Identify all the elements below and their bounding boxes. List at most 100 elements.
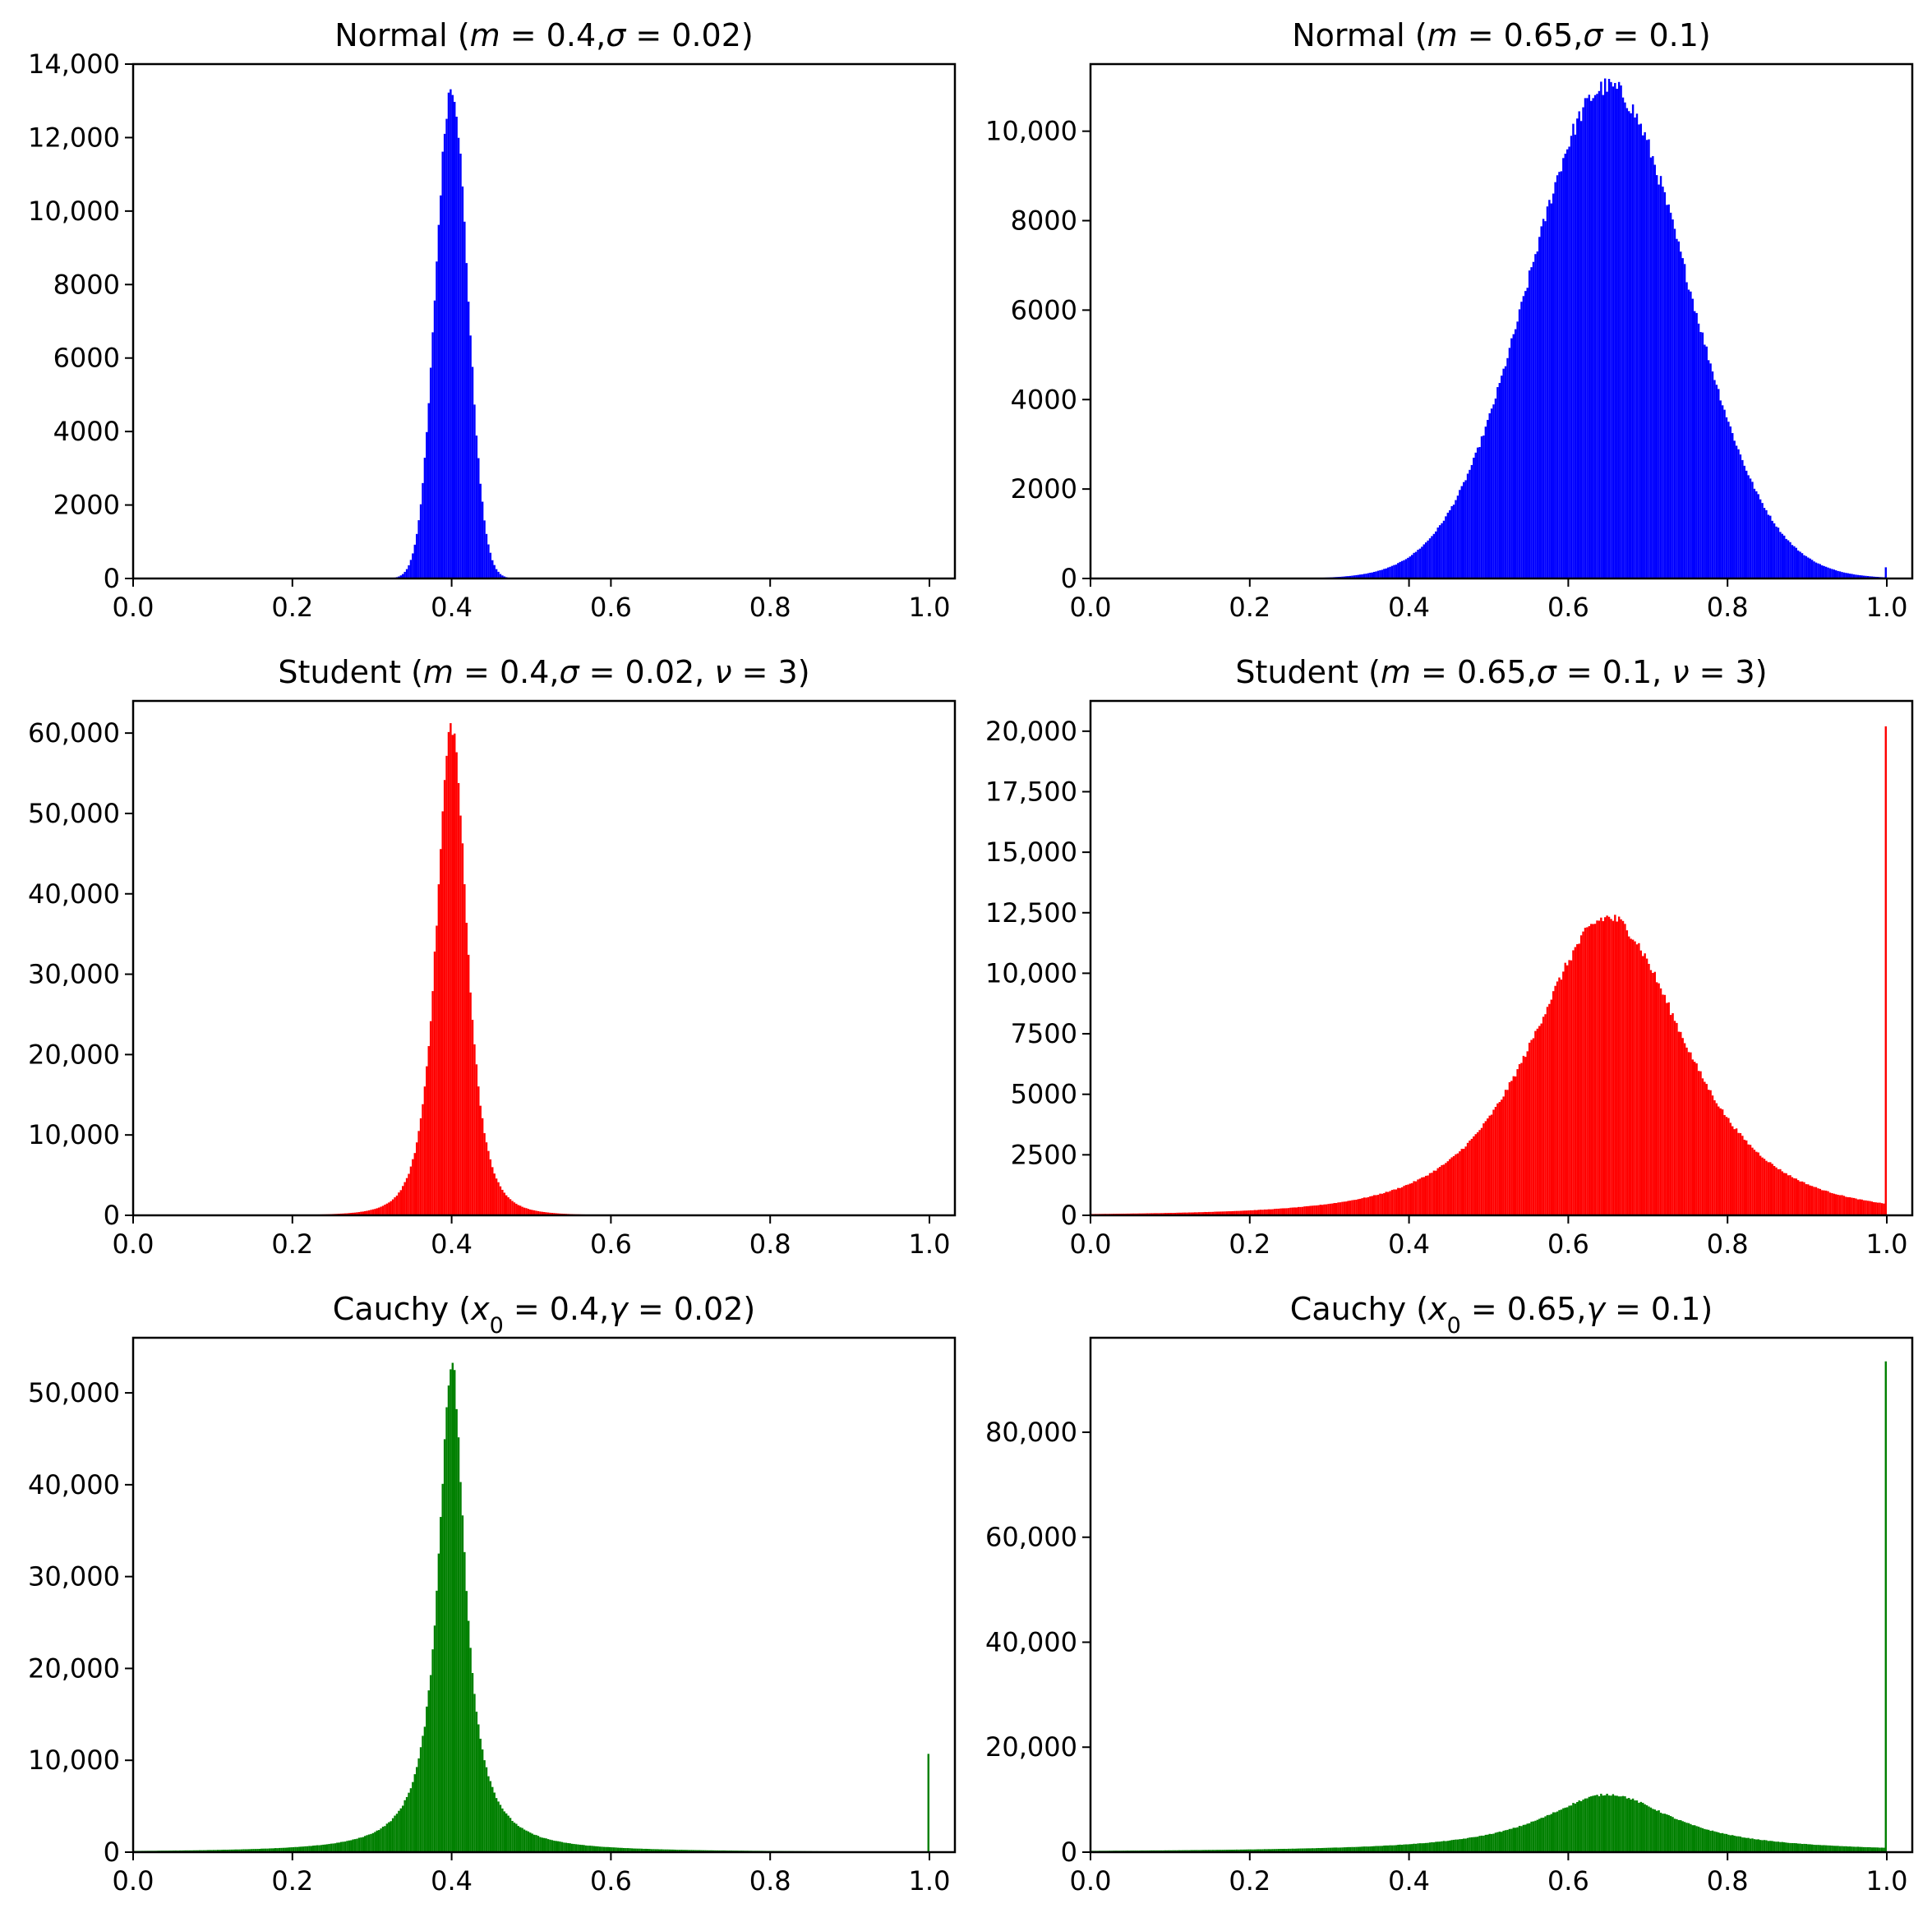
histogram-bar: [1847, 573, 1849, 578]
histogram-bar: [447, 92, 450, 578]
histogram-bar: [1620, 919, 1622, 1215]
histogram-bar: [1381, 569, 1384, 578]
y-tick-label: 5000: [1011, 1079, 1077, 1110]
histogram-bar: [1381, 1846, 1384, 1852]
histogram-bar: [1785, 1842, 1787, 1852]
histogram-bar: [1586, 1798, 1588, 1852]
histogram-bar: [489, 552, 492, 578]
histogram-bar: [1578, 111, 1580, 579]
histogram-bar: [443, 1439, 446, 1852]
histogram-bar: [1530, 1039, 1533, 1215]
histogram-bar: [1259, 1210, 1262, 1215]
histogram-bar: [1630, 113, 1632, 579]
histogram-bar: [1801, 1181, 1804, 1215]
histogram-bar: [1783, 1841, 1786, 1852]
histogram-bar: [1602, 921, 1604, 1215]
histogram-bar: [1576, 1802, 1579, 1852]
histogram-bar: [1478, 447, 1481, 578]
histogram-bar: [367, 1834, 371, 1852]
histogram-bar: [1399, 1187, 1401, 1215]
histogram-bar: [1355, 574, 1358, 578]
histogram-bar: [1694, 1062, 1696, 1215]
histogram-bar: [426, 1066, 428, 1215]
histogram-bar: [1681, 258, 1684, 578]
histogram-bar: [1528, 1042, 1531, 1215]
histogram-bar: [324, 1844, 326, 1852]
histogram-bar: [1593, 924, 1597, 1215]
histogram-bar: [1351, 1846, 1353, 1852]
histogram-bar: [1469, 469, 1471, 578]
histogram-bar: [1761, 503, 1764, 578]
histogram-bar: [1516, 1069, 1519, 1215]
x-tick-label: 0.6: [1547, 1228, 1589, 1260]
histogram-bar: [364, 1210, 367, 1215]
x-tick-label: 0.8: [749, 1865, 791, 1897]
histogram-bar: [1504, 1830, 1507, 1852]
histogram-bar: [1845, 1196, 1847, 1215]
histogram-bar: [1283, 1848, 1286, 1852]
histogram-bar: [1655, 982, 1658, 1215]
histogram-bar: [1739, 1132, 1742, 1215]
histogram-bar: [1821, 1845, 1824, 1852]
histogram-bar: [1379, 1193, 1381, 1215]
histogram-bar: [1681, 1038, 1684, 1215]
histogram-bar: [1418, 1178, 1422, 1215]
histogram-bar: [1852, 1197, 1856, 1215]
histogram-bar: [1337, 1202, 1339, 1215]
histogram-bar: [1713, 1100, 1716, 1215]
histogram-bar: [1570, 136, 1573, 579]
histogram-bar: [1701, 1078, 1704, 1215]
histogram-bar: [1838, 571, 1842, 578]
histogram-bar: [1723, 1114, 1726, 1215]
histogram-bar: [1546, 206, 1549, 579]
histogram-bar: [591, 1846, 593, 1852]
histogram-bar: [431, 1649, 434, 1852]
histogram-bar: [1446, 1841, 1450, 1852]
histogram-bar: [1510, 1828, 1513, 1852]
histogram-bar: [1313, 1848, 1316, 1852]
histogram-bar: [1546, 1814, 1549, 1852]
histogram-bar: [477, 1086, 480, 1215]
histogram-bar: [1299, 1848, 1302, 1852]
histogram-bar: [1510, 1081, 1513, 1215]
histogram-bar: [671, 1849, 673, 1852]
histogram-bar: [1365, 1197, 1367, 1215]
histogram-bar: [1498, 383, 1501, 578]
histogram-bar: [1305, 1205, 1308, 1215]
histogram-bar: [1275, 1849, 1278, 1852]
histogram-bar: [1884, 1361, 1887, 1852]
histogram-bar: [1319, 1205, 1322, 1215]
histogram-bar: [1572, 123, 1575, 578]
histogram-bar: [1359, 1198, 1362, 1215]
histogram-bar: [1658, 184, 1660, 578]
histogram-bar: [1884, 567, 1887, 578]
histogram-bar: [1602, 94, 1604, 579]
histogram-bar: [927, 1754, 929, 1852]
histogram-bar: [1267, 1209, 1270, 1215]
histogram-bar: [248, 1849, 251, 1852]
histogram-bar: [1524, 1824, 1527, 1852]
histogram-bar: [1795, 1843, 1797, 1852]
histogram-bar: [545, 1212, 547, 1215]
histogram-bar: [525, 1208, 528, 1215]
histogram-bar: [1267, 1849, 1270, 1852]
histogram-bar: [1436, 1841, 1439, 1852]
histogram-bar: [1838, 1846, 1842, 1852]
histogram-bar: [1514, 1828, 1517, 1852]
histogram-bar: [1604, 917, 1607, 1215]
x-tick-label: 0.8: [1707, 1228, 1749, 1260]
histogram-bar: [1596, 1795, 1598, 1852]
histogram-bar: [1470, 1837, 1473, 1852]
histogram-bar: [1638, 1802, 1640, 1852]
histogram-bar: [1773, 523, 1776, 578]
histogram-bar: [1221, 1211, 1224, 1215]
histogram-bar: [356, 1212, 358, 1215]
histogram-bar: [1763, 1159, 1766, 1215]
histogram-bar: [1349, 1201, 1352, 1215]
histogram-bar: [1400, 1187, 1404, 1215]
histogram-bar: [471, 1673, 474, 1852]
histogram-bar: [527, 1209, 530, 1215]
y-tick-label: 15,000: [985, 837, 1077, 868]
histogram-bar: [1833, 1846, 1836, 1852]
histogram-bar: [1449, 1840, 1451, 1852]
